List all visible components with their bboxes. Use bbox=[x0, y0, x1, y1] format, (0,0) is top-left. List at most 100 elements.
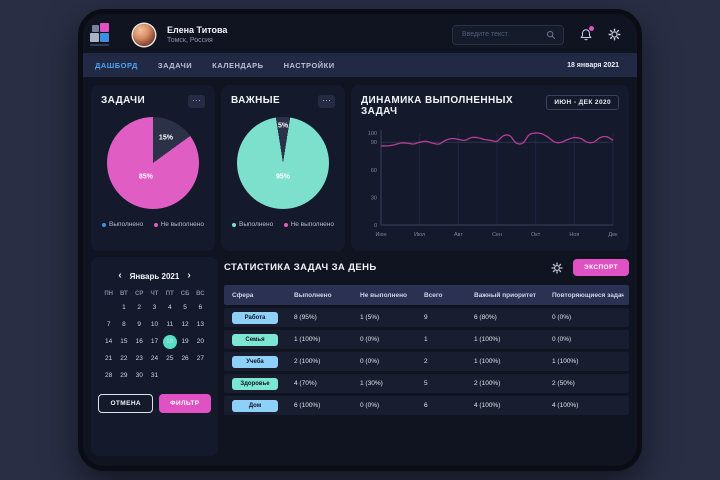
nav-item-calendar[interactable]: КАЛЕНДАРЬ bbox=[212, 60, 264, 70]
calendar-day[interactable]: 8 bbox=[122, 321, 126, 328]
sphere-cell: Здоровье bbox=[229, 377, 291, 390]
important-card-menu-button[interactable]: ··· bbox=[318, 95, 335, 108]
calendar-day[interactable]: 14 bbox=[105, 338, 113, 345]
table-cell: 6 (80%) bbox=[474, 314, 497, 321]
table-cell: 5 bbox=[424, 380, 428, 387]
calendar-day[interactable]: 30 bbox=[135, 372, 143, 379]
calendar-day[interactable]: 10 bbox=[150, 321, 159, 328]
calendar-day-name: СР bbox=[135, 291, 144, 297]
user-location: Томск, Россия bbox=[167, 37, 213, 44]
nav-bar: ДАШБОРД ЗАДАЧИ КАЛЕНДАРЬ НАСТРОЙКИ 18 январ… bbox=[83, 53, 637, 77]
logo-square-grey bbox=[92, 25, 99, 32]
table-cell: 2 (100%) bbox=[474, 380, 501, 387]
filter-button[interactable]: ФИЛЬТР bbox=[159, 394, 211, 413]
logo-square-pink bbox=[100, 23, 109, 32]
calendar-day[interactable]: 26 bbox=[181, 355, 189, 362]
sphere-badge: Работа bbox=[232, 311, 278, 324]
stats-header: СТАТИСТИКА ЗАДАЧ ЗА ДЕНЬ bbox=[224, 259, 629, 276]
calendar-day-name: ПН bbox=[104, 291, 113, 297]
search-input[interactable] bbox=[460, 30, 542, 39]
legend-label: Выполнено bbox=[109, 221, 144, 228]
calendar-day[interactable]: 21 bbox=[105, 355, 113, 362]
calendar-day[interactable]: 31 bbox=[150, 372, 159, 379]
export-button[interactable]: ЭКСПОРТ bbox=[573, 259, 629, 276]
calendar-day[interactable]: 19 bbox=[181, 338, 189, 345]
sphere-badge: Семья bbox=[232, 333, 278, 346]
calendar-prev-button[interactable]: ‹ bbox=[118, 270, 122, 281]
table-cell: 2 (50%) bbox=[552, 380, 575, 387]
legend-item: Не выполнено bbox=[283, 221, 334, 228]
logo-grid bbox=[90, 23, 109, 42]
table-cell: 8 (95%) bbox=[294, 314, 317, 321]
dynamics-card: ДИНАМИКА ВЫПОЛНЕННЫХ ЗАДАЧ ИЮН - ДЕК 202… bbox=[351, 85, 629, 251]
calendar-day[interactable]: 16 bbox=[135, 338, 143, 345]
calendar-day[interactable]: 13 bbox=[196, 321, 204, 328]
calendar-day[interactable]: 18 bbox=[162, 335, 177, 348]
calendar-day[interactable]: 3 bbox=[152, 304, 157, 311]
table-cell: 1 (100%) bbox=[474, 336, 501, 343]
user-avatar[interactable] bbox=[133, 23, 155, 46]
legend-item: Выполнено bbox=[102, 221, 143, 228]
calendar-day[interactable]: 12 bbox=[181, 321, 189, 328]
legend-dot bbox=[232, 222, 236, 227]
table-cell: 0 (0%) bbox=[552, 336, 572, 343]
table-cell: 2 (100%) bbox=[294, 358, 321, 365]
nav-item-tasks[interactable]: ЗАДАЧИ bbox=[157, 60, 193, 70]
calendar-day[interactable]: 27 bbox=[196, 355, 204, 362]
important-card-head: ВАЖНЫЕ ··· bbox=[231, 95, 335, 108]
calendar-day[interactable]: 20 bbox=[196, 338, 204, 345]
nav-item-settings[interactable]: НАСТРОЙКИ bbox=[283, 60, 335, 70]
column-header: Выполнено bbox=[294, 291, 332, 299]
legend-item: Не выполнено bbox=[153, 221, 204, 228]
calendar-day[interactable]: 1 bbox=[122, 304, 126, 311]
table-row: Семья 1 (100%) 0 (0%) 1 1 (100%) 0 (0%) bbox=[224, 330, 629, 349]
tasks-card-title: ЗАДАЧИ bbox=[101, 95, 146, 106]
cancel-button[interactable]: ОТМЕНА bbox=[98, 394, 154, 413]
calendar-day[interactable]: 22 bbox=[120, 355, 128, 362]
tasks-legend: Выполнено Не выполнено bbox=[101, 221, 205, 228]
svg-text:Авг: Авг bbox=[454, 232, 463, 238]
tasks-card-menu-button[interactable]: ··· bbox=[188, 95, 205, 108]
table-row: Учеба 2 (100%) 0 (0%) 2 1 (100%) 1 (100%) bbox=[224, 352, 629, 371]
calendar-day[interactable]: 5 bbox=[183, 304, 187, 311]
header-settings-button[interactable] bbox=[608, 28, 621, 41]
calendar-day[interactable]: 11 bbox=[166, 321, 174, 328]
calendar-day[interactable]: 9 bbox=[137, 321, 142, 328]
logo-square-lightgrey bbox=[90, 33, 99, 42]
calendar-day[interactable]: 7 bbox=[106, 321, 111, 328]
table-cell: 0 (0%) bbox=[552, 314, 572, 321]
legend-dot bbox=[283, 222, 288, 227]
calendar-day[interactable]: 25 bbox=[166, 355, 174, 362]
table-row: Дом 6 (100%) 0 (0%) 6 4 (100%) 4 (100%) bbox=[224, 396, 629, 415]
calendar-day[interactable]: 29 bbox=[120, 372, 128, 379]
calendar-day-empty bbox=[193, 369, 208, 382]
calendar-day[interactable]: 2 bbox=[137, 304, 142, 311]
notifications-button[interactable] bbox=[580, 26, 594, 41]
calendar-next-button[interactable]: › bbox=[187, 270, 191, 281]
calendar-day[interactable]: 6 bbox=[198, 304, 203, 311]
calendar-grid: ПН ВТ СР ЧТ ПТ СБ ВС 1 2 3 4 5 6 7 8 9 10 11 12 13 14 15 16 17 1… bbox=[101, 291, 208, 382]
legend-label: Не выполнено bbox=[290, 221, 334, 228]
calendar-day-name: ЧТ bbox=[150, 291, 159, 297]
calendar-day[interactable]: 28 bbox=[105, 372, 113, 379]
important-card-title: ВАЖНЫЕ bbox=[231, 95, 281, 106]
table-cell: 4 (70%) bbox=[294, 380, 317, 387]
nav-item-dashboard[interactable]: ДАШБОРД bbox=[95, 60, 138, 70]
pie-slice-label: 15% bbox=[158, 134, 173, 142]
calendar-day[interactable]: 15 bbox=[120, 338, 128, 345]
calendar-day[interactable]: 4 bbox=[167, 304, 172, 311]
column-header: Важный приоритет bbox=[474, 291, 536, 299]
legend-label: Выполнено bbox=[239, 221, 274, 228]
table-cell: 1 (100%) bbox=[552, 358, 579, 365]
chart-line bbox=[380, 132, 614, 147]
legend-dot bbox=[102, 222, 106, 227]
pie-slice-label: 95% bbox=[275, 173, 291, 181]
bell-icon bbox=[580, 29, 592, 41]
topbar: Елена Титова Томск, Россия bbox=[83, 14, 637, 53]
calendar-day[interactable]: 23 bbox=[135, 355, 143, 362]
calendar-day[interactable]: 24 bbox=[150, 355, 159, 362]
table-cell: 2 bbox=[424, 358, 428, 365]
calendar-month-label: Январь 2021 bbox=[129, 271, 180, 281]
calendar-day[interactable]: 17 bbox=[150, 338, 159, 345]
stats-settings-button[interactable] bbox=[551, 262, 563, 274]
